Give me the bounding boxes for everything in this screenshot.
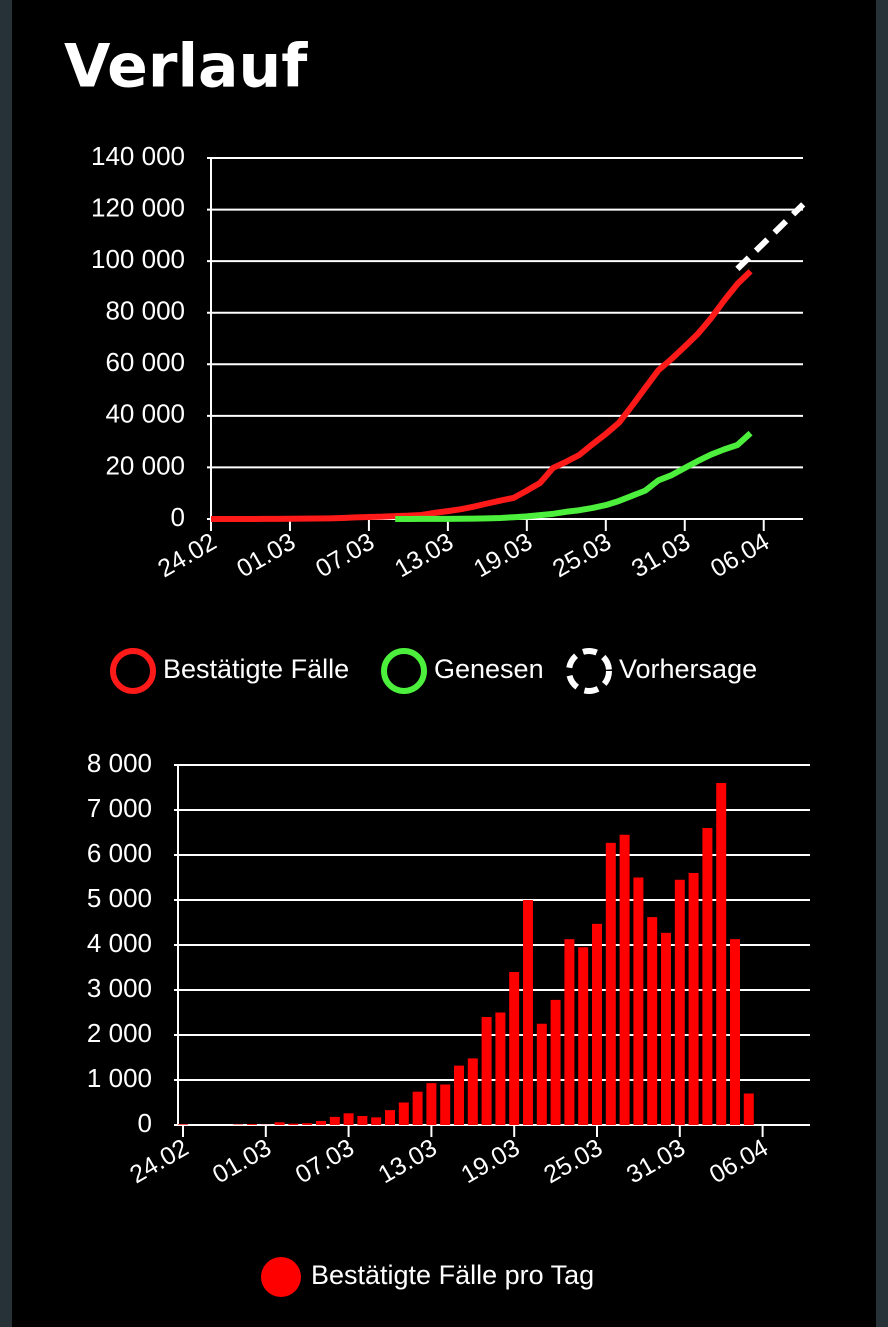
y-tick-label: 6 000 [87,838,152,868]
bar [412,1091,423,1125]
bar [605,842,616,1125]
y-tick-label: 5 000 [87,883,152,913]
bar [385,1110,395,1125]
bar [481,1017,492,1125]
bar [730,939,740,1125]
bar [716,783,727,1125]
legend-label: Vorhersage [619,654,757,684]
legend-swatch [110,648,156,694]
y-tick-label: 40 000 [105,399,185,429]
line-series [395,430,753,522]
bar [329,1116,340,1125]
y-tick-label: 0 [138,1108,152,1138]
y-tick-label: 1 000 [87,1063,152,1093]
bar [688,873,699,1125]
bar [592,923,602,1125]
bar [426,1083,437,1125]
bar [398,1102,409,1125]
y-tick-label: 80 000 [105,296,185,326]
y-tick-label: 20 000 [105,450,185,480]
y-tick-label: 4 000 [87,928,152,958]
bar [633,877,644,1125]
bar [357,1116,368,1125]
bar [509,972,520,1125]
bar [247,1124,257,1125]
bar [302,1123,313,1125]
bar [288,1123,299,1125]
bar [523,900,533,1125]
bar [674,879,685,1125]
bar [343,1113,354,1125]
y-tick-label: 140 000 [91,141,185,171]
bar [274,1122,285,1125]
y-tick-label: 2 000 [87,1018,152,1048]
bar [564,939,575,1125]
bar [661,932,671,1125]
y-tick-label: 8 000 [87,748,152,778]
bar [578,947,589,1125]
bar [371,1117,382,1125]
y-tick-label: 0 [171,502,185,532]
bar [647,917,658,1125]
legend-swatch [381,648,427,694]
bar [743,1093,754,1125]
legend-label: Bestätigte Fälle [163,654,349,684]
bar [467,1058,478,1125]
bar [536,1023,547,1125]
bar [454,1065,464,1125]
legend-label: Bestätigte Fälle pro Tag [311,1260,594,1290]
y-tick-label: 60 000 [105,347,185,377]
line-series [735,202,806,272]
line-series [211,269,753,522]
page-title: Verlauf [64,32,308,102]
legend-swatch [566,648,612,694]
bar [440,1084,451,1125]
bar [550,999,561,1125]
bar [495,1012,506,1125]
y-tick-label: 120 000 [91,192,185,222]
bar [316,1120,326,1125]
bar [619,834,630,1125]
legend-label: Genesen [434,654,544,684]
y-tick-label: 3 000 [87,973,152,1003]
bar [702,828,713,1125]
y-tick-label: 7 000 [87,793,152,823]
legend-swatch [261,1257,301,1297]
y-tick-label: 100 000 [91,244,185,274]
bar [178,1124,188,1125]
